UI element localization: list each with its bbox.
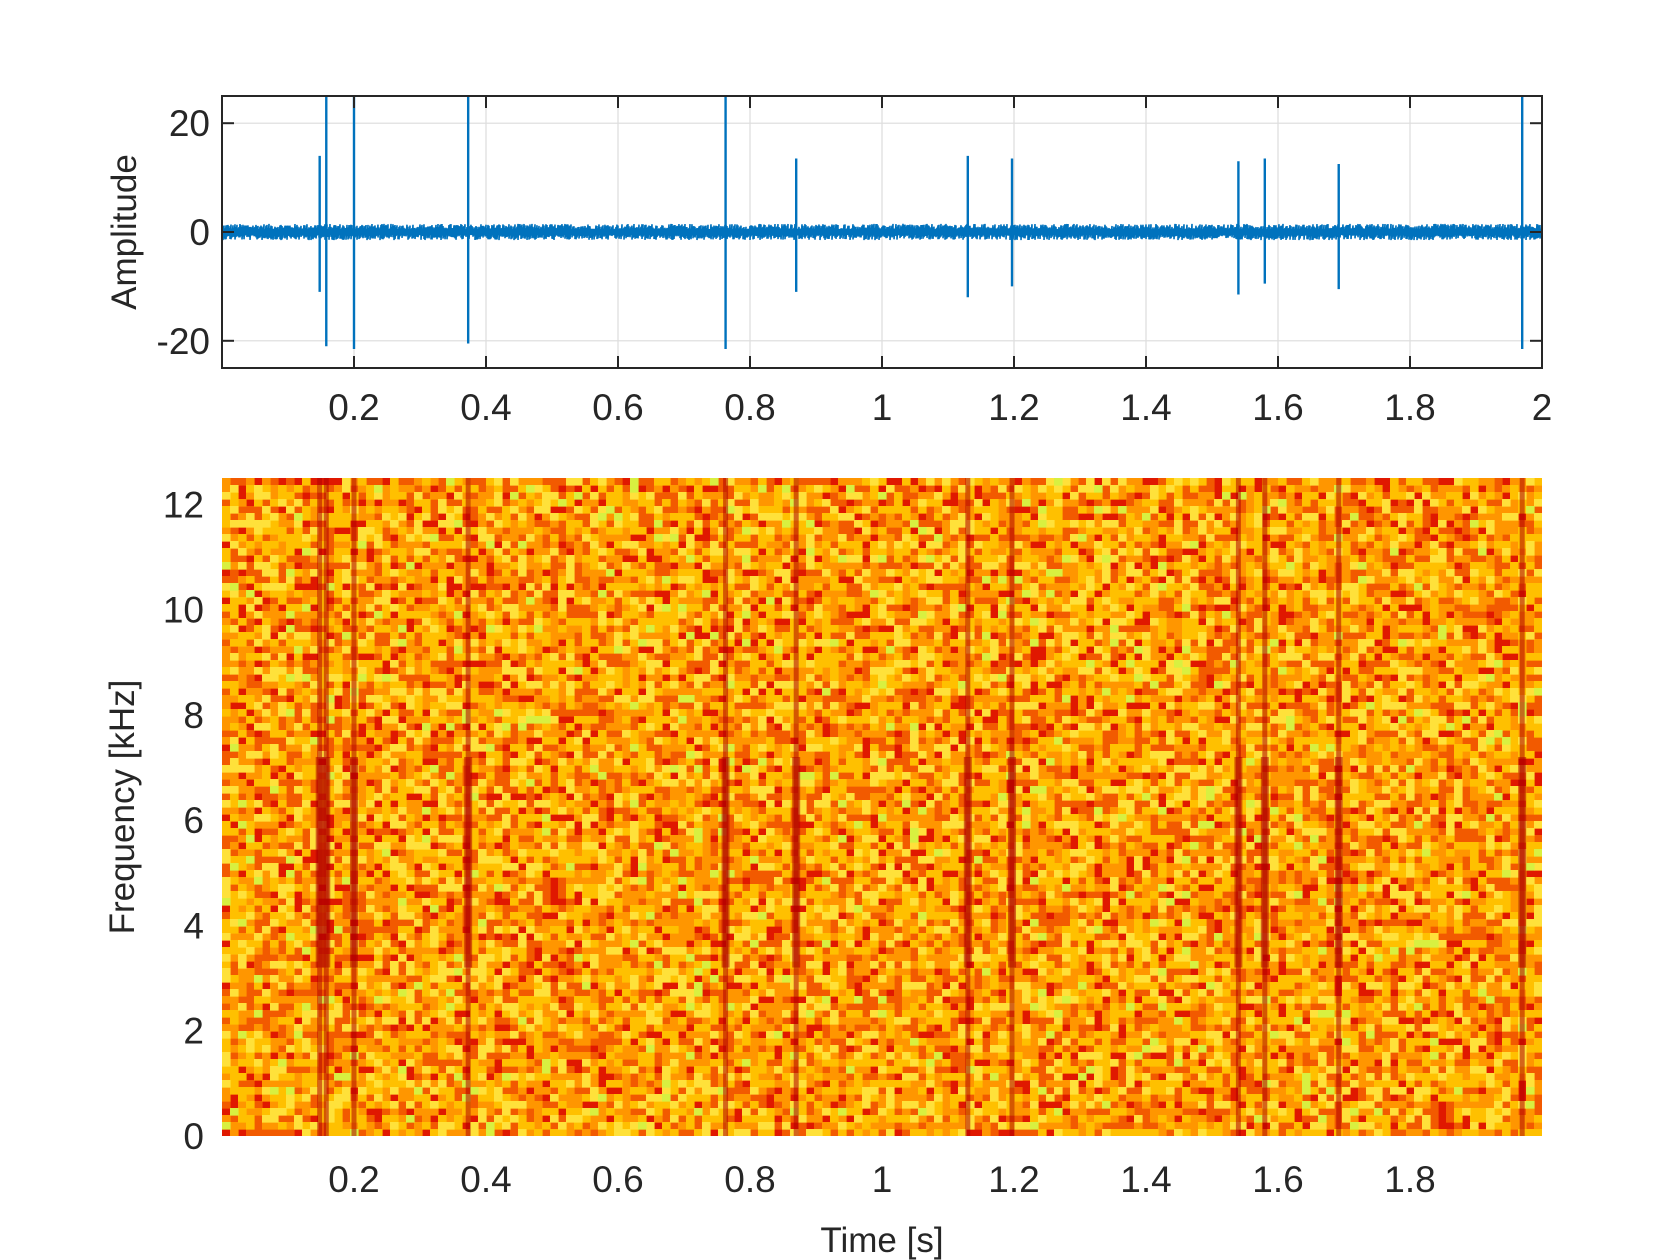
- spectrogram-event-core: [792, 756, 801, 968]
- spectrogram-x-tick-label: 0.6: [592, 1159, 643, 1200]
- spectrogram-y-tick-label: 4: [183, 905, 204, 946]
- waveform-x-tick-label: 0.4: [460, 387, 511, 428]
- waveform-signal: [222, 96, 1542, 349]
- spectrogram-event-core: [464, 756, 473, 968]
- spectrogram-y-tick-label: 2: [183, 1011, 204, 1052]
- spectrogram-cells: [222, 478, 1542, 1136]
- waveform-x-tick-label: 0.8: [724, 387, 775, 428]
- waveform-x-tick-label: 1: [872, 387, 893, 428]
- waveform-x-tick-label: 1.4: [1120, 387, 1171, 428]
- spectrogram-event-core: [322, 756, 331, 968]
- spectrogram-image: [222, 478, 1542, 1136]
- spectrogram-event-core: [963, 756, 972, 968]
- waveform-ticks: 0.2 0.4 0.6 0.8 1 1.2 1.4 1.6 1.8 2 -20 0 20: [157, 96, 1553, 428]
- waveform-y-axis-label: Amplitude: [105, 154, 144, 310]
- waveform-x-tick-label: 0.2: [328, 387, 379, 428]
- spectrogram-x-tick-label: 0.2: [328, 1159, 379, 1200]
- waveform-y-tick-label: 0: [189, 212, 210, 253]
- spectrogram-y-tick-label: 10: [163, 590, 204, 631]
- spectrogram-cells: [222, 478, 1542, 1136]
- spectrogram-event-core: [1260, 756, 1269, 968]
- waveform-x-tick-label: 0.6: [592, 387, 643, 428]
- spectrogram-y-tick-label: 6: [183, 800, 204, 841]
- waveform-x-tick-label: 2: [1532, 387, 1553, 428]
- waveform-noise-line: [222, 223, 1542, 241]
- spectrogram-x-tick-label: 1: [872, 1159, 893, 1200]
- spectrogram-event-core: [1008, 756, 1017, 968]
- spectrogram-x-tick-label: 0.8: [724, 1159, 775, 1200]
- spectrogram-y-axis-label: Frequency [kHz]: [103, 680, 142, 935]
- spectrogram-event-core: [1518, 756, 1527, 968]
- spectrogram-event-core: [1334, 756, 1343, 968]
- spectrogram-y-tick-label: 12: [163, 484, 204, 525]
- spectrogram-event-core: [1234, 756, 1243, 968]
- waveform-x-tick-label: 1.6: [1252, 387, 1303, 428]
- spectrogram-y-tick-label: 8: [183, 695, 204, 736]
- spectrogram-y-tick-label: 0: [183, 1116, 204, 1157]
- spectrogram-event-core: [721, 756, 730, 968]
- spectrogram-event-core: [350, 756, 358, 968]
- spectrogram-axes: 0.2 0.4 0.6 0.8 1 1.2 1.4 1.6 1.8 0 2 4 6 8 10 12 Time …: [103, 478, 1542, 1260]
- spectrogram-ticks: 0.2 0.4 0.6 0.8 1 1.2 1.4 1.6 1.8 0 2 4 6 8 10 12: [163, 484, 1436, 1200]
- waveform-x-tick-label: 1.2: [988, 387, 1039, 428]
- spectrogram-cells: [222, 478, 1542, 1136]
- waveform-axes: 0.2 0.4 0.6 0.8 1 1.2 1.4 1.6 1.8 2 -20 0 20 Amplitu…: [105, 95, 1553, 428]
- waveform-y-tick-label: 20: [169, 103, 210, 144]
- waveform-x-tick-label: 1.8: [1384, 387, 1435, 428]
- spectrogram-x-tick-label: 1.8: [1384, 1159, 1435, 1200]
- spectrogram-cells: [222, 478, 1542, 1136]
- spectrogram-x-tick-label: 0.4: [460, 1159, 511, 1200]
- waveform-y-tick-label: -20: [157, 321, 210, 362]
- spectrogram-x-tick-label: 1.4: [1120, 1159, 1171, 1200]
- spectrogram-x-axis-label: Time [s]: [820, 1221, 943, 1260]
- spectrogram-x-tick-label: 1.2: [988, 1159, 1039, 1200]
- spectrogram-x-tick-label: 1.6: [1252, 1159, 1303, 1200]
- spectrogram-event-core: [315, 756, 324, 968]
